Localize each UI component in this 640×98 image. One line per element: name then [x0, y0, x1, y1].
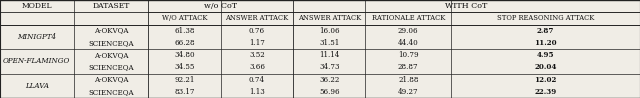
- Text: w/o CoT: w/o CoT: [204, 2, 237, 10]
- Text: 2.87: 2.87: [537, 27, 554, 35]
- Text: DATASET: DATASET: [92, 2, 130, 10]
- Text: 16.06: 16.06: [319, 27, 340, 35]
- Text: 92.21: 92.21: [175, 76, 195, 84]
- Text: 4.95: 4.95: [537, 51, 554, 59]
- Text: STOP REASONING ATTACK: STOP REASONING ATTACK: [497, 14, 595, 22]
- Text: 10.79: 10.79: [398, 51, 419, 59]
- Text: A-OKVQA: A-OKVQA: [94, 76, 128, 84]
- Text: A-OKVQA: A-OKVQA: [94, 27, 128, 35]
- Text: 61.38: 61.38: [174, 27, 195, 35]
- Text: 31.51: 31.51: [319, 39, 339, 47]
- Text: 34.80: 34.80: [174, 51, 195, 59]
- Text: 49.27: 49.27: [398, 88, 419, 96]
- Text: 11.14: 11.14: [319, 51, 339, 59]
- Text: SCIENCEQA: SCIENCEQA: [88, 88, 134, 96]
- Text: 44.40: 44.40: [398, 39, 419, 47]
- Text: SCIENCEQA: SCIENCEQA: [88, 63, 134, 71]
- Text: 56.96: 56.96: [319, 88, 340, 96]
- Text: ANSWER ATTACK: ANSWER ATTACK: [225, 14, 289, 22]
- Text: MODEL: MODEL: [22, 2, 52, 10]
- Text: 28.87: 28.87: [398, 63, 419, 71]
- Text: ANSWER ATTACK: ANSWER ATTACK: [298, 14, 361, 22]
- Text: A-OKVQA: A-OKVQA: [94, 51, 128, 59]
- Text: LLAVA: LLAVA: [25, 82, 49, 90]
- Text: 20.04: 20.04: [534, 63, 557, 71]
- Text: 22.39: 22.39: [534, 88, 557, 96]
- Text: 29.06: 29.06: [398, 27, 419, 35]
- Text: SCIENCEQA: SCIENCEQA: [88, 39, 134, 47]
- Text: RATIONALE ATTACK: RATIONALE ATTACK: [372, 14, 445, 22]
- Text: 83.17: 83.17: [174, 88, 195, 96]
- Text: 1.17: 1.17: [249, 39, 265, 47]
- Text: 11.20: 11.20: [534, 39, 557, 47]
- Text: 0.74: 0.74: [249, 76, 265, 84]
- Text: 12.02: 12.02: [534, 76, 557, 84]
- Text: 3.52: 3.52: [249, 51, 265, 59]
- Text: MINIGPT4: MINIGPT4: [17, 33, 56, 41]
- Text: 36.22: 36.22: [319, 76, 339, 84]
- Text: WITH CoT: WITH CoT: [445, 2, 488, 10]
- Text: W/O ATTACK: W/O ATTACK: [162, 14, 207, 22]
- Text: 21.88: 21.88: [398, 76, 419, 84]
- Text: 34.73: 34.73: [319, 63, 340, 71]
- Text: 66.28: 66.28: [174, 39, 195, 47]
- Text: 3.66: 3.66: [249, 63, 265, 71]
- Text: 1.13: 1.13: [249, 88, 265, 96]
- Text: 0.76: 0.76: [249, 27, 265, 35]
- Text: OPEN-FLAMINGO: OPEN-FLAMINGO: [3, 57, 70, 65]
- Text: 34.55: 34.55: [175, 63, 195, 71]
